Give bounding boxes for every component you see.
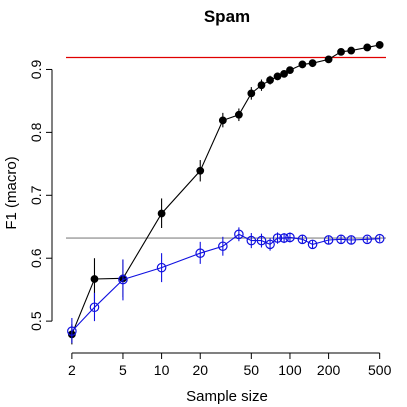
x-tick-label: 200 [317, 362, 341, 378]
plot-area: 2 5 10 20 50 100 200 500 0.5 0.6 0.7 0.8 0.9 [28, 41, 392, 378]
series-1-point [157, 209, 166, 218]
y-axis-label: F1 (macro) [3, 156, 20, 229]
series-2-point [279, 233, 289, 243]
series-2-point [195, 248, 206, 258]
y-tick-label: 0.8 [28, 122, 44, 142]
series-2-point [272, 233, 283, 243]
series-2-point [362, 234, 373, 245]
x-tick-label: 50 [244, 362, 260, 378]
chart-title: Spam [204, 7, 250, 26]
series-1-point [298, 60, 307, 69]
series-1-point [308, 59, 317, 68]
series-1-point [196, 166, 205, 175]
series-2-point [118, 274, 128, 285]
series-1-line [71, 44, 380, 335]
series-2-point [307, 239, 318, 250]
x-tick-label: 2 [68, 362, 76, 378]
series-1-point [90, 275, 99, 283]
series-2-point [218, 241, 228, 252]
series-1-point [257, 81, 266, 90]
series-1-point [266, 76, 274, 85]
series-2-point [89, 302, 100, 313]
series-2-point [67, 326, 77, 336]
series-2-point [336, 234, 346, 245]
series-1-point [347, 46, 356, 55]
x-tick-label: 20 [192, 362, 208, 378]
series-1-point [247, 89, 256, 98]
y-tick-label: 0.5 [28, 311, 44, 331]
series-1-point [363, 43, 372, 52]
series-2-point [256, 235, 267, 246]
series-1-point [337, 47, 345, 56]
x-axis-label: Sample size [186, 388, 268, 405]
series-1-point [286, 66, 294, 74]
y-tick-label: 0.7 [28, 185, 44, 205]
series-2-point [156, 262, 167, 273]
series-2-point [374, 233, 385, 244]
x-tick-label: 500 [368, 362, 392, 378]
series-1-point [324, 55, 333, 64]
series-2-point [246, 235, 257, 246]
series-2-point [297, 234, 308, 245]
series-1-point [234, 110, 243, 119]
series-2-point [234, 229, 244, 240]
series-2-point [323, 235, 334, 245]
x-tick-label: 100 [278, 362, 302, 378]
x-tick-label: 5 [119, 362, 127, 378]
series-2-line [71, 233, 380, 332]
series-1-point [375, 41, 384, 49]
series-1-point [280, 69, 288, 78]
series-2-point [346, 235, 357, 245]
series-2-point [285, 232, 295, 243]
y-tick-label: 0.9 [28, 60, 44, 80]
y-tick-label: 0.6 [28, 248, 44, 268]
series-1-point [218, 116, 227, 125]
x-tick-label: 10 [154, 362, 170, 378]
series-1-point [273, 72, 282, 81]
series-2-point [265, 239, 275, 250]
